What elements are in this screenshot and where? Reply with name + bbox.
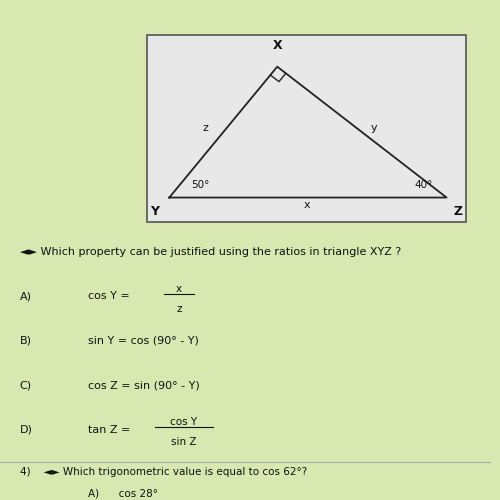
Text: Y: Y <box>150 205 160 218</box>
Text: tan Z =: tan Z = <box>88 424 134 434</box>
Text: D): D) <box>20 424 32 434</box>
Text: sin Z: sin Z <box>172 437 197 447</box>
Text: z: z <box>202 124 208 134</box>
Text: X: X <box>272 39 282 52</box>
Text: cos Z = sin (90° - Y): cos Z = sin (90° - Y) <box>88 380 200 390</box>
Text: cos Y =: cos Y = <box>88 292 134 302</box>
Text: 4)    ◄► Which trigonometric value is equal to cos 62°?: 4) ◄► Which trigonometric value is equal… <box>20 466 307 476</box>
Text: Z: Z <box>454 205 463 218</box>
Text: z: z <box>176 304 182 314</box>
Text: y: y <box>370 124 377 134</box>
Text: 50°: 50° <box>192 180 210 190</box>
Text: sin Y = cos (90° - Y): sin Y = cos (90° - Y) <box>88 336 199 346</box>
Text: cos Y: cos Y <box>170 418 198 428</box>
Text: C): C) <box>20 380 32 390</box>
Text: x: x <box>176 284 182 294</box>
Bar <box>147 34 466 222</box>
Text: A)      cos 28°: A) cos 28° <box>88 489 158 499</box>
Text: A): A) <box>20 292 32 302</box>
Text: ◄► Which property can be justified using the ratios in triangle XYZ ?: ◄► Which property can be justified using… <box>20 247 401 257</box>
Text: x: x <box>304 200 310 210</box>
Text: 40°: 40° <box>414 180 433 190</box>
Text: B): B) <box>20 336 32 346</box>
